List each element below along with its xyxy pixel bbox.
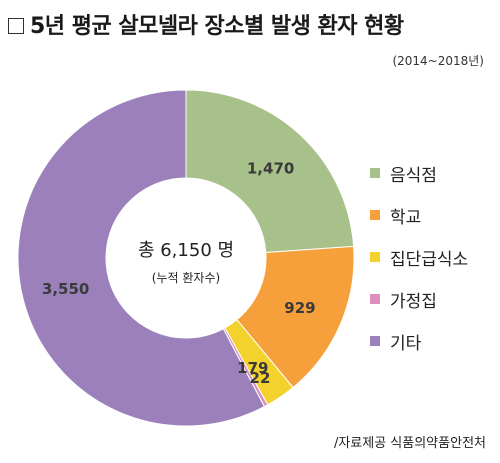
center-total-label: 총 6,150 명: [138, 240, 234, 261]
slice-value-label: 3,550: [42, 280, 89, 298]
legend-swatch: [370, 168, 380, 178]
chart-period: (2014~2018년): [392, 54, 484, 68]
legend-item: 학교: [370, 204, 468, 228]
slice-value-label: 929: [284, 299, 315, 317]
chart-title: 5년 평균 살모넬라 장소별 발생 환자 현황: [8, 8, 404, 40]
slice-value-label: 179: [237, 359, 268, 377]
legend-item: 기타: [370, 330, 468, 354]
legend-label: 학교: [390, 207, 422, 228]
slice-value-label: 1,470: [247, 159, 294, 177]
legend-swatch: [370, 336, 380, 346]
donut-slice: [17, 89, 266, 427]
title-square-icon: [8, 18, 24, 34]
donut-slices: [17, 89, 355, 427]
legend-swatch: [370, 210, 380, 220]
legend-swatch: [370, 252, 380, 262]
donut-slice: [185, 89, 355, 254]
chart-title-text: 5년 평균 살모넬라 장소별 발생 환자 현황: [30, 14, 404, 39]
legend-label: 음식점: [390, 165, 437, 186]
legend-item: 집단급식소: [370, 246, 469, 270]
slice-value-label: 22: [250, 369, 271, 387]
legend-label: 집단급식소: [390, 249, 469, 270]
legend-item: 음식점: [370, 162, 468, 186]
center-note-label: (누적 환자수): [152, 271, 220, 285]
legend-label: 기타: [390, 333, 422, 354]
legend-item: 가정집: [370, 288, 468, 312]
legend-label: 가정집: [390, 291, 437, 312]
source-credit: /자료제공 식품의약품안전처: [333, 436, 486, 451]
legend-swatch: [370, 294, 380, 304]
